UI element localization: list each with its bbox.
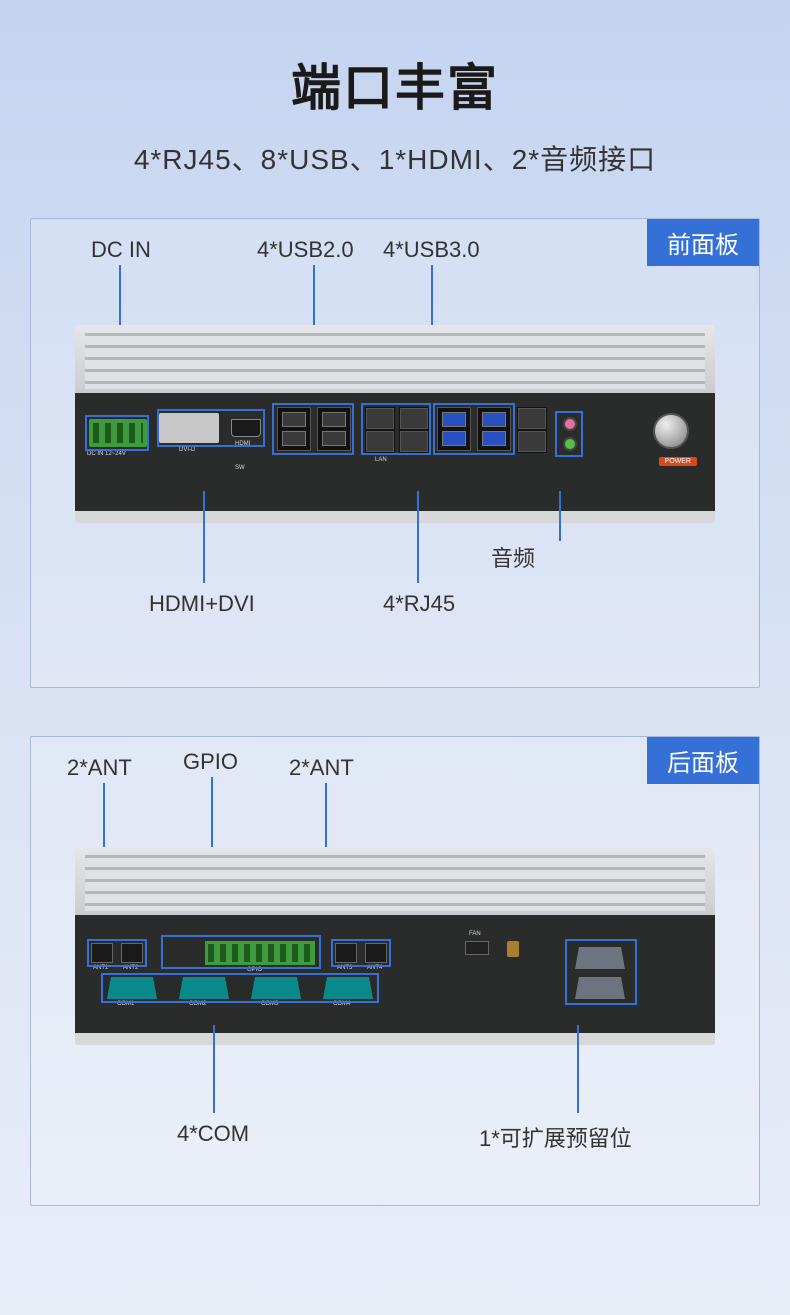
callout-line (559, 491, 561, 541)
callout-line (417, 491, 419, 583)
silk-power: POWER (659, 457, 697, 466)
dip-switch (507, 941, 519, 957)
label-com: 4*COM (177, 1121, 249, 1147)
highlight-box (85, 415, 149, 451)
silk-fan: FAN (469, 931, 481, 937)
page-title: 端口丰富 (0, 48, 790, 120)
power-button[interactable] (653, 413, 689, 449)
highlight-box (331, 939, 391, 967)
front-panel-card: 前面板 DC IN 4*USB2.0 4*USB3.0 DC IN 12~24V… (30, 218, 760, 688)
baseplate (75, 1033, 715, 1045)
label-ant-a: 2*ANT (67, 755, 132, 781)
silk-dc: DC IN 12~24V (87, 451, 126, 457)
label-ant-b: 2*ANT (289, 755, 354, 781)
page-subtitle: 4*RJ45、8*USB、1*HDMI、2*音频接口 (0, 138, 790, 178)
label-rj45: 4*RJ45 (383, 591, 455, 617)
front-face: DC IN 12~24V DVI-D HDMI SW LAN (75, 393, 715, 511)
silk-lan: LAN (375, 457, 387, 463)
label-hdmi-dvi: HDMI+DVI (149, 591, 255, 617)
highlight-box (161, 935, 321, 969)
back-panel-body: 2*ANT GPIO 2*ANT ANT1 ANT2 GPIO ANT3 ANT… (31, 737, 759, 1081)
label-usb30: 4*USB3.0 (383, 237, 480, 263)
label-expand: 1*可扩展预留位 (479, 1121, 632, 1153)
back-panel-card: 后面板 2*ANT GPIO 2*ANT ANT1 ANT2 GPIO ANT3… (30, 736, 760, 1206)
front-panel-body: DC IN 4*USB2.0 4*USB3.0 DC IN 12~24V DVI… (31, 219, 759, 559)
highlight-box (157, 409, 265, 447)
baseplate (75, 511, 715, 523)
back-device: ANT1 ANT2 GPIO ANT3 ANT4 FAN COM1 COM2 C… (75, 847, 715, 1045)
header: 端口丰富 4*RJ45、8*USB、1*HDMI、2*音频接口 (0, 0, 790, 178)
label-gpio: GPIO (183, 749, 238, 775)
highlight-box (272, 403, 354, 455)
back-face: ANT1 ANT2 GPIO ANT3 ANT4 FAN COM1 COM2 C… (75, 915, 715, 1033)
front-device: DC IN 12~24V DVI-D HDMI SW LAN (75, 325, 715, 523)
highlight-box (101, 973, 379, 1003)
fan-port (465, 941, 489, 955)
label-usb20: 4*USB2.0 (257, 237, 354, 263)
callout-line (203, 491, 205, 583)
rj45-port (517, 407, 547, 453)
silk-sw: SW (235, 465, 245, 471)
highlight-box (361, 403, 431, 455)
callout-line (213, 1025, 215, 1113)
callout-line (577, 1025, 579, 1113)
highlight-box (555, 411, 583, 457)
label-dc-in: DC IN (91, 237, 151, 263)
silk-dvi: DVI-D (179, 447, 195, 453)
highlight-box (87, 939, 147, 967)
heatsink (75, 847, 715, 915)
heatsink (75, 325, 715, 393)
highlight-box (565, 939, 637, 1005)
highlight-box (433, 403, 515, 455)
label-audio: 音频 (491, 541, 535, 573)
